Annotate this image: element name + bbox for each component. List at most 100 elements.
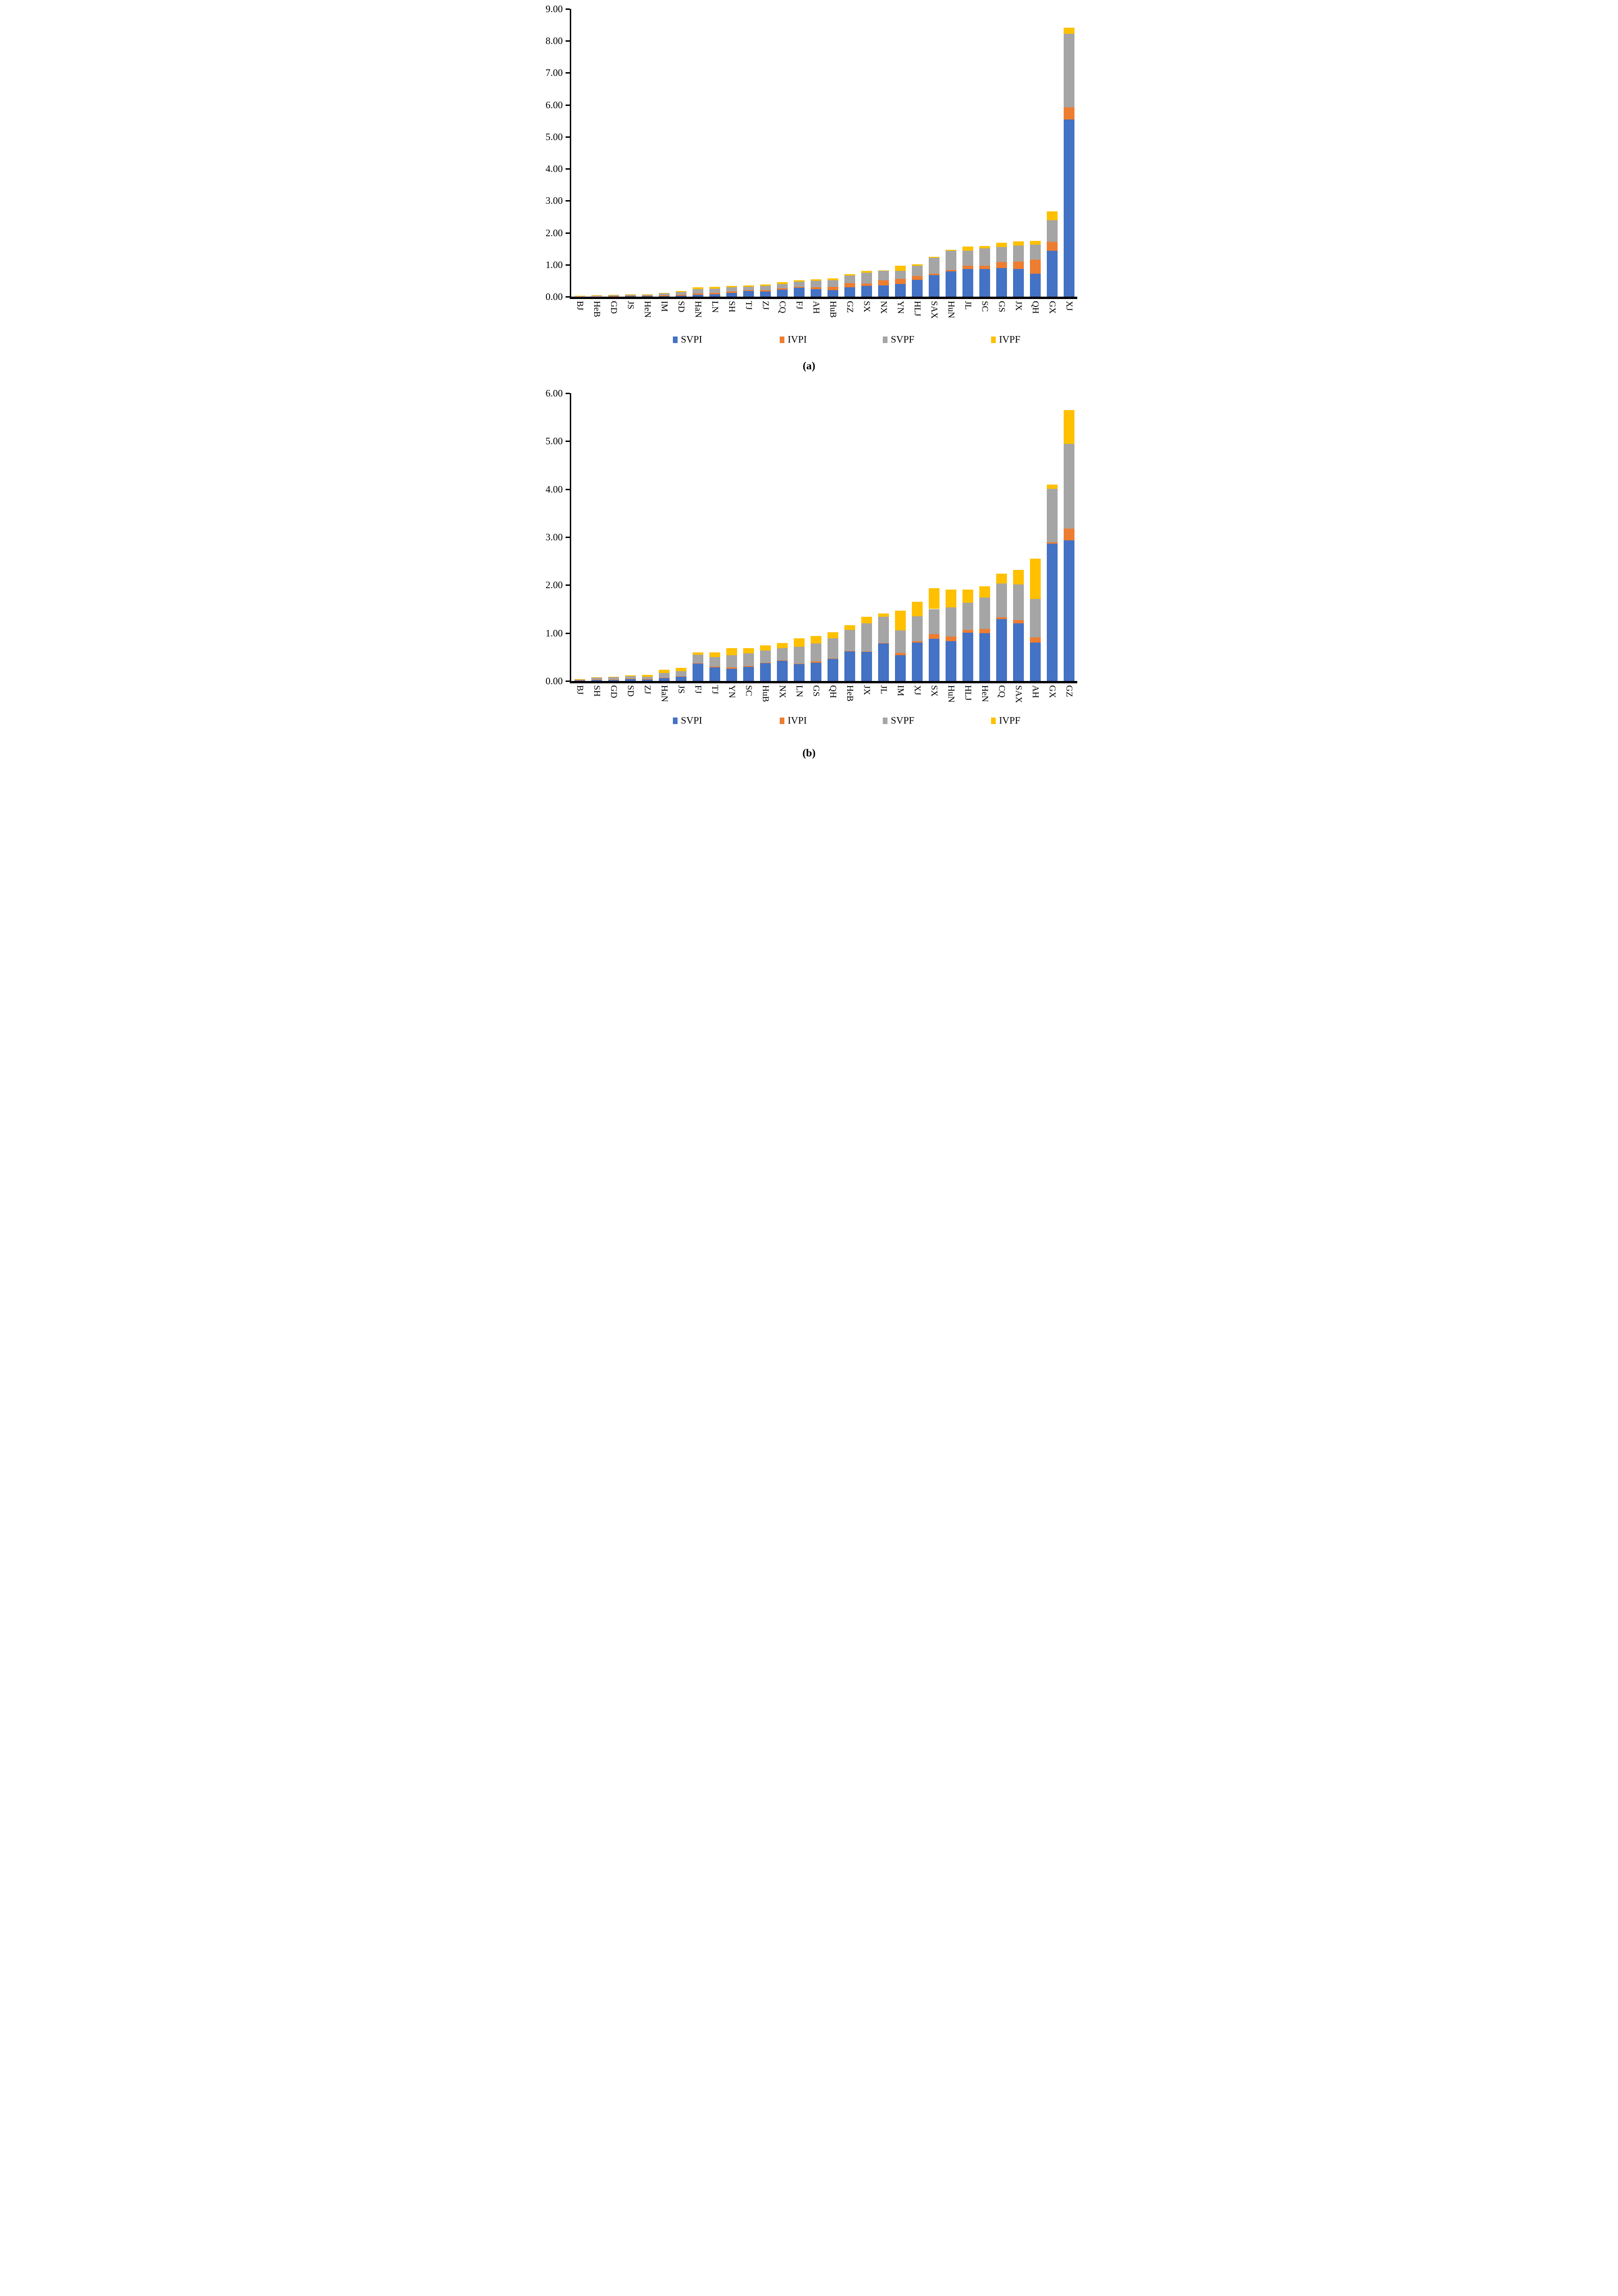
y-tick-label: 5.00 <box>545 435 563 447</box>
bar-segment-svpf <box>1063 33 1074 108</box>
bar-segment-svpf <box>945 250 956 270</box>
bar-segment-svpi <box>760 663 771 681</box>
bar-segment-svpi <box>675 295 686 297</box>
bar-segment-ivpf <box>675 291 686 292</box>
legend-item-ivpi: IVPI <box>780 335 807 344</box>
x-label-im: IM <box>895 685 905 696</box>
bar-segment-svpi <box>1046 250 1058 297</box>
y-tick-mark <box>566 681 570 682</box>
bar-ah <box>810 279 821 297</box>
bar-segment-svpi <box>810 663 821 681</box>
bar-cq <box>776 282 788 297</box>
bar-segment-ivpi <box>844 283 855 288</box>
bar-segment-svpf <box>979 597 990 629</box>
x-label-sax: SAX <box>929 301 939 319</box>
bar-segment-svpf <box>675 671 686 676</box>
bar-segment-svpf <box>911 265 923 277</box>
bar-segment-ivpi <box>760 290 771 292</box>
bar-segment-ivpf <box>709 652 720 657</box>
y-tick-mark <box>566 537 570 538</box>
caption-a: (a) <box>803 360 815 372</box>
x-axis-line <box>570 297 1077 299</box>
bar-hun <box>945 250 956 297</box>
y-tick-mark <box>566 136 570 138</box>
bar-segment-ivpi <box>608 296 619 297</box>
bar-segment-svpi <box>726 669 737 681</box>
bar-segment-svpi <box>1063 540 1074 681</box>
bar-segment-ivpi <box>911 641 923 643</box>
y-tick-label: 0.00 <box>545 675 563 687</box>
x-label-gx: GX <box>1047 301 1057 314</box>
bar-segment-ivpf <box>1046 211 1058 220</box>
x-label-tj: TJ <box>744 301 753 310</box>
x-label-ah: AH <box>811 301 821 314</box>
y-tick-mark <box>566 441 570 442</box>
bar-segment-ivpi <box>979 629 990 633</box>
x-label-sd: SD <box>676 301 686 313</box>
bar-sd <box>625 675 636 681</box>
bar-gz <box>844 274 855 297</box>
bar-segment-ivpf <box>709 286 720 289</box>
x-label-heb: HeB <box>592 301 602 317</box>
bar-segment-svpf <box>928 257 939 274</box>
bar-jl <box>962 246 973 297</box>
bar-segment-svpf <box>726 655 737 668</box>
bar-segment-ivpf <box>878 613 889 617</box>
y-tick-mark <box>566 296 570 298</box>
bar-tj <box>743 285 754 297</box>
y-tick-mark <box>566 72 570 74</box>
y-tick-label: 2.00 <box>545 227 563 239</box>
x-label-xj: XJ <box>912 685 922 696</box>
bar-segment-svpi <box>844 651 855 681</box>
bar-segment-svpi <box>827 658 838 681</box>
x-label-gd: GD <box>609 301 619 314</box>
y-tick-label: 0.00 <box>545 291 563 302</box>
bar-sx <box>928 588 939 681</box>
bar-segment-ivpi <box>743 290 754 292</box>
bar-sh <box>591 677 602 681</box>
bar-segment-svpf <box>810 643 821 662</box>
bar-segment-svpi <box>844 287 855 297</box>
bar-segment-ivpi <box>726 667 737 669</box>
x-label-heb: HeB <box>845 685 855 702</box>
bar-segment-svpf <box>962 250 973 266</box>
bar-segment-svpf <box>591 295 602 296</box>
bar-js <box>675 668 686 681</box>
bar-segment-svpi <box>1046 544 1058 681</box>
bar-sc <box>743 648 754 681</box>
bar-segment-ivpf <box>743 285 754 287</box>
y-tick-mark <box>566 488 570 490</box>
x-label-ln: LN <box>794 685 804 697</box>
bar-segment-ivpf <box>692 652 703 655</box>
bar-segment-svpi <box>911 279 923 297</box>
bar-segment-svpi <box>1013 269 1024 297</box>
bar-segment-ivpf <box>895 610 906 630</box>
bar-segment-ivpf <box>1029 559 1041 599</box>
bar-segment-svpi <box>658 296 670 297</box>
y-tick-mark <box>566 168 570 170</box>
bar-segment-ivpf <box>726 648 737 655</box>
bar-segment-ivpf <box>726 285 737 287</box>
bar-sc <box>979 246 990 297</box>
bar-sax <box>1013 569 1024 681</box>
bar-segment-ivpf <box>827 278 838 281</box>
bar-fj <box>793 280 805 297</box>
y-tick-mark <box>566 584 570 586</box>
bar-segment-ivpi <box>675 294 686 296</box>
bar-hun <box>945 589 956 681</box>
bar-segment-svpf <box>979 248 990 266</box>
x-label-js: JS <box>676 685 686 694</box>
legend-swatch-ivpf <box>991 717 996 724</box>
legend-label: SVPF <box>891 334 915 345</box>
bar-segment-ivpi <box>945 269 956 272</box>
bar-segment-ivpi <box>692 663 703 664</box>
bar-segment-ivpi <box>861 284 872 286</box>
bar-yn <box>895 265 906 297</box>
bar-nx <box>878 270 889 297</box>
bar-segment-svpi <box>625 296 636 297</box>
x-label-sc: SC <box>980 301 990 312</box>
bar-segment-ivpf <box>810 636 821 644</box>
x-label-yn: YN <box>727 685 737 698</box>
bar-segment-ivpf <box>1013 569 1024 585</box>
bar-segment-ivpf <box>861 616 872 624</box>
